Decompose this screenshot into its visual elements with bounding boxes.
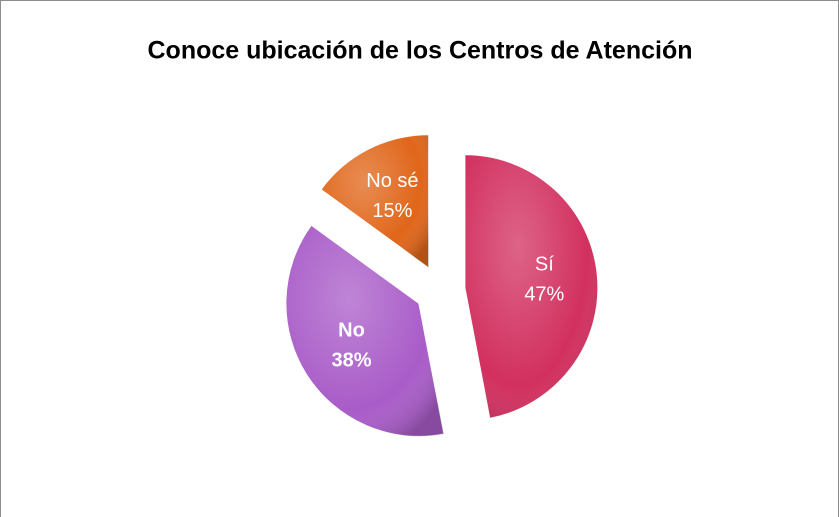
slice-value-label: 47% bbox=[524, 283, 564, 305]
chart-title: Conoce ubicación de los Centros de Atenc… bbox=[148, 37, 693, 65]
slice-category-label: Sí bbox=[535, 253, 554, 275]
slice-value-label: 38% bbox=[331, 349, 371, 371]
slice-value-label: 15% bbox=[372, 200, 412, 222]
slice-category-label: No bbox=[338, 319, 365, 341]
slice-category-label: No sé bbox=[366, 170, 418, 192]
